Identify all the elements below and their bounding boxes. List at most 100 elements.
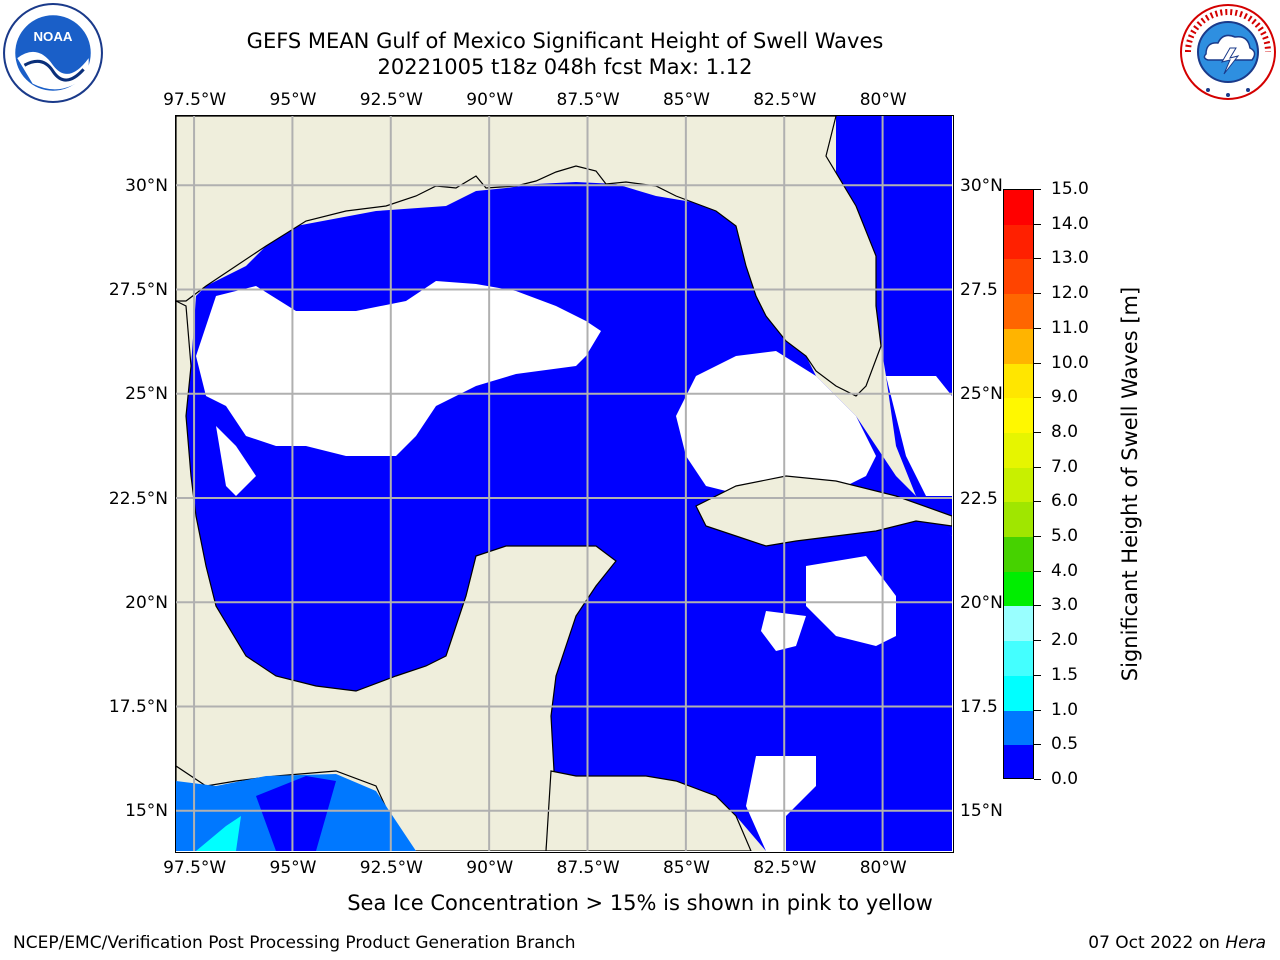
lon-tick-top: 95°W	[269, 90, 317, 110]
lat-tick-left: 22.5°N	[108, 488, 168, 509]
pacific-swell-low	[256, 776, 336, 851]
lon-tick-top: 82.5°W	[753, 90, 817, 110]
colorbar-label: 7.0	[1051, 456, 1079, 477]
lon-tick-top: 87.5°W	[556, 90, 620, 110]
colorbar-segment	[1004, 190, 1033, 226]
lon-tick-top: 97.5°W	[163, 90, 227, 110]
lat-tick-left: 25°N	[125, 384, 168, 405]
colorbar-label: 0.5	[1051, 734, 1079, 755]
lon-tick-top: 92.5°W	[359, 90, 423, 110]
colorbar-label: 0.0	[1051, 769, 1079, 789]
colorbar-label: 1.5	[1051, 664, 1079, 685]
colorbar-title: Significant Height of Swell Waves [m]	[1118, 286, 1142, 682]
lat-tick-right: 17.5	[960, 697, 998, 718]
colorbar-label: 8.0	[1051, 421, 1079, 442]
colorbar-tick	[1034, 293, 1041, 295]
colorbar-tick	[1034, 466, 1041, 468]
map-panel	[175, 115, 954, 853]
colorbar-segment	[1004, 259, 1033, 295]
colorbar-segment	[1004, 745, 1033, 778]
gulf-of-mexico-map	[176, 116, 953, 852]
lon-tick-bottom: 80°W	[859, 858, 907, 878]
sea-ice-caption: Sea Ice Concentration > 15% is shown in …	[347, 891, 933, 915]
colorbar-label: 14.0	[1051, 213, 1089, 234]
colorbar-label: 4.0	[1051, 560, 1079, 581]
colorbar-tick	[1034, 223, 1041, 225]
lon-tick-bottom: 92.5°W	[359, 858, 423, 878]
lon-tick-bottom: 95°W	[269, 858, 317, 878]
map-gridlines	[176, 116, 952, 851]
lon-tick-bottom: 85°W	[662, 858, 710, 878]
lat-tick-right: 27.5	[960, 280, 998, 301]
pacific-swell-high	[196, 816, 241, 851]
colorbar-label: 15.0	[1051, 179, 1089, 199]
no-data-central-blob	[216, 426, 256, 496]
colorbar-tick	[1034, 674, 1041, 676]
colorbar-tick	[1034, 431, 1041, 433]
lon-tick-top: 90°W	[466, 90, 514, 110]
colorbar-segment	[1004, 502, 1033, 538]
lon-tick-bottom: 82.5°W	[753, 858, 817, 878]
colorbar-tick	[1034, 570, 1041, 572]
lat-tick-right: 30°N	[960, 175, 1003, 196]
lat-tick-right: 25°N	[960, 384, 1003, 405]
lon-tick-top: 80°W	[859, 90, 907, 110]
colorbar-segment	[1004, 606, 1033, 642]
footer-host: Hera	[1225, 933, 1266, 953]
footer-date: 07 Oct 2022 on Hera	[1088, 933, 1266, 953]
no-data-florida-west	[676, 351, 876, 501]
land-mexico	[176, 300, 617, 852]
colorbar-tick	[1034, 501, 1041, 503]
lat-tick-left: 20°N	[125, 592, 168, 613]
colorbar-tick	[1034, 362, 1041, 364]
no-data-north-shelf	[196, 281, 601, 456]
lat-tick-left: 17.5°N	[108, 697, 168, 718]
colorbar-tick	[1034, 327, 1041, 329]
colorbar-label: 6.0	[1051, 491, 1079, 512]
nws-logo-icon	[1180, 4, 1276, 100]
no-data-east-shelf	[886, 376, 952, 496]
lat-tick-right: 20°N	[960, 592, 1003, 613]
lat-tick-left: 27.5°N	[108, 280, 168, 301]
colorbar-segment	[1004, 571, 1033, 607]
lon-tick-top: 85°W	[662, 90, 710, 110]
lon-tick-bottom: 97.5°W	[163, 858, 227, 878]
no-data-caribbean-3	[746, 756, 816, 851]
chart-title: GEFS MEAN Gulf of Mexico Significant Hei…	[246, 29, 884, 53]
colorbar-tick	[1034, 744, 1041, 746]
colorbar-segment	[1004, 398, 1033, 434]
colorbar-label: 11.0	[1051, 317, 1089, 338]
lat-tick-right: 22.5	[960, 488, 998, 509]
colorbar-segment	[1004, 363, 1033, 399]
colorbar-tick	[1034, 397, 1041, 399]
colorbar-label: 9.0	[1051, 387, 1079, 408]
colorbar-tick	[1034, 258, 1041, 260]
lon-tick-bottom: 87.5°W	[556, 858, 620, 878]
svg-text:NOAA: NOAA	[33, 29, 72, 44]
colorbar-segment	[1004, 537, 1033, 573]
colorbar-label: 5.0	[1051, 526, 1079, 547]
colorbar-segment	[1004, 710, 1033, 746]
colorbar-label: 10.0	[1051, 352, 1089, 373]
colorbar-tick	[1034, 605, 1041, 607]
colorbar-label: 2.0	[1051, 630, 1079, 651]
chart-subtitle: 20221005 t18z 048h fcst Max: 1.12	[377, 55, 753, 79]
lat-tick-left: 15°N	[125, 801, 168, 822]
colorbar-segment	[1004, 328, 1033, 365]
colorbar-segment	[1004, 467, 1033, 503]
colorbar-segment	[1004, 432, 1033, 469]
colorbar-segment	[1004, 641, 1033, 677]
colorbar-segment	[1004, 294, 1033, 330]
colorbar-label: 1.0	[1051, 699, 1079, 720]
noaa-logo-icon: NOAA	[3, 3, 103, 103]
colorbar-segment	[1004, 224, 1033, 260]
colorbar-tick	[1034, 779, 1041, 780]
colorbar-tick	[1034, 640, 1041, 642]
no-data-caribbean-1	[806, 556, 896, 646]
colorbar-tick	[1034, 536, 1041, 538]
land-cuba	[695, 475, 953, 547]
footer-credit: NCEP/EMC/Verification Post Processing Pr…	[13, 933, 576, 953]
colorbar-tick	[1034, 189, 1041, 190]
colorbar-label: 3.0	[1051, 595, 1079, 616]
colorbar	[1003, 189, 1034, 779]
